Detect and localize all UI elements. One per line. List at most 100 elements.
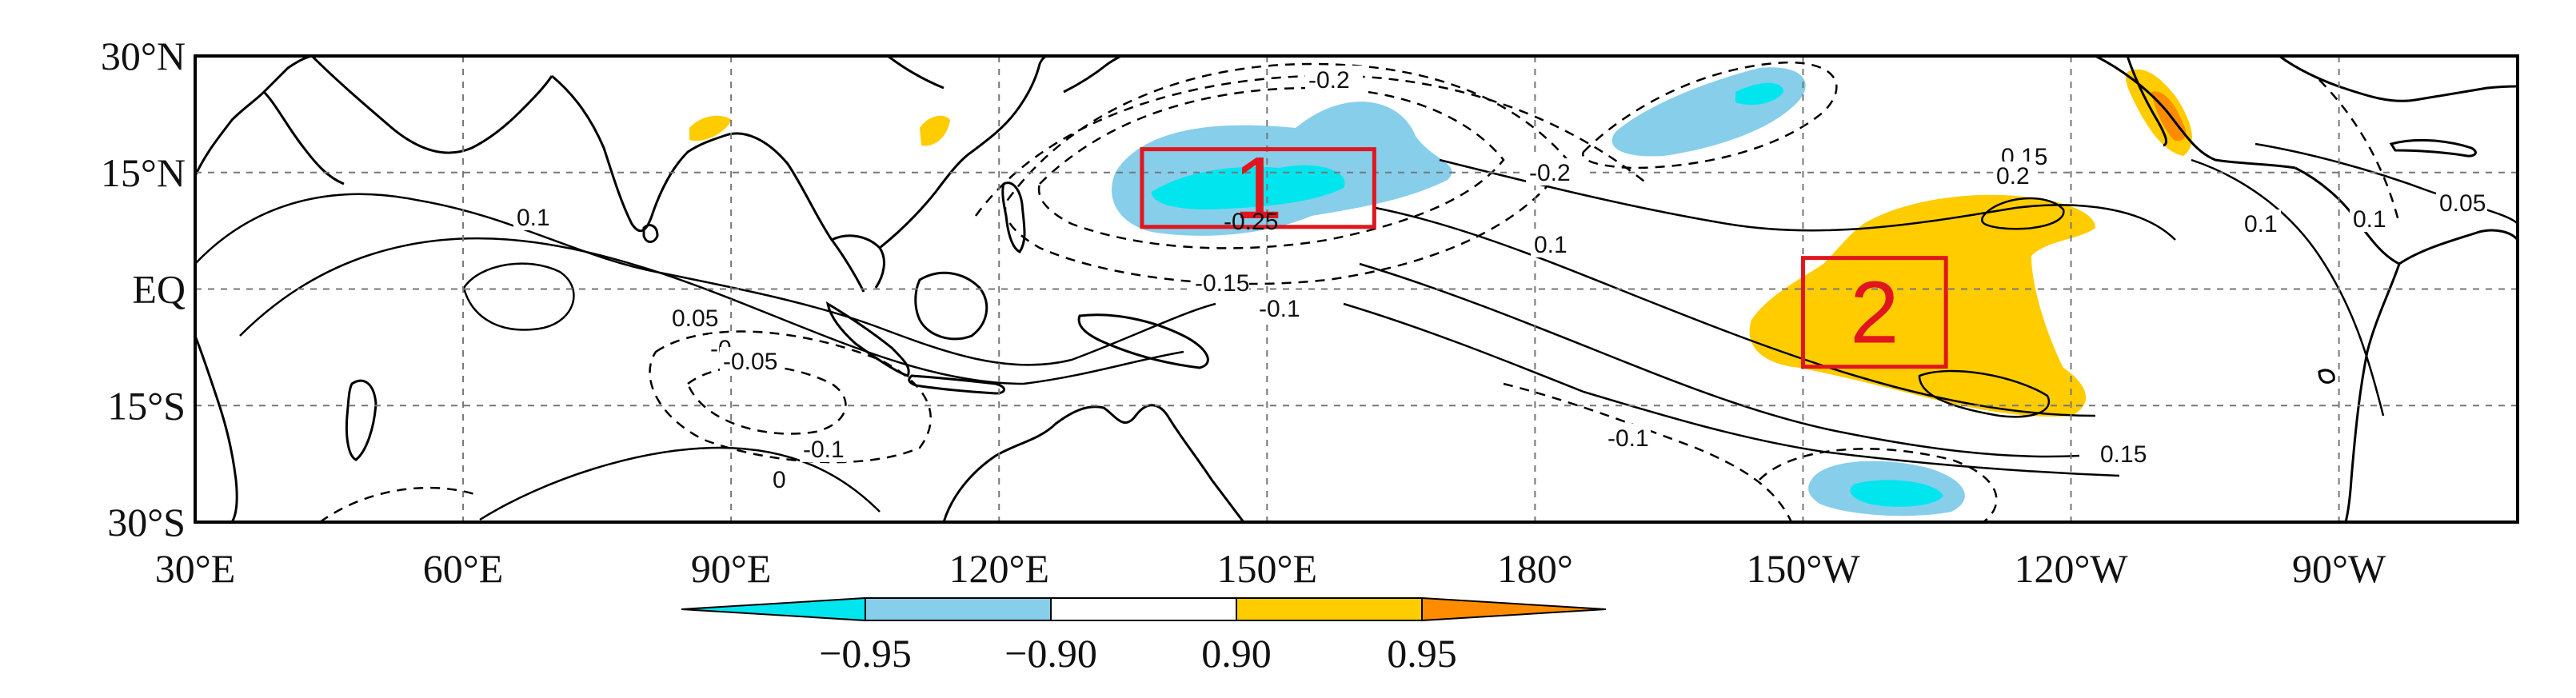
shading-strong-negative-central-north (1735, 82, 1783, 106)
coastline-cuba (2389, 138, 2477, 158)
coastline-srilanka (642, 224, 659, 243)
colorbar-segment (1421, 596, 1607, 622)
contour-solid (1918, 369, 2051, 418)
contour-solid (1359, 262, 2080, 458)
coastline-new-guinea (1077, 313, 1209, 369)
colorbar: −0.95 −0.90 0.90 0.95 (681, 596, 1607, 676)
contour-label: -0.1 (803, 437, 845, 463)
latitude-tick-label: EQ (132, 267, 186, 312)
shading-positive-scs (920, 115, 950, 146)
shading-layer (689, 67, 2192, 517)
coastline-philippines (1001, 181, 1026, 253)
contour-label: -0.25 (1224, 209, 1278, 235)
coastline-india (551, 74, 725, 233)
longitude-tick-label: 30°E (155, 546, 236, 591)
colorbar-label: 0.90 (1201, 631, 1272, 676)
contour-label: -0.15 (1195, 270, 1249, 297)
contour-label: 0.2 (1996, 163, 2030, 189)
contour-dashed (1503, 382, 1793, 522)
contour-solid (2254, 142, 2518, 225)
contour-dashed (1759, 448, 1998, 522)
coastline-galapagos (2318, 369, 2335, 384)
region-label: 1 (1234, 139, 1283, 237)
region-label: 2 (1850, 264, 1899, 362)
contour-solid (1343, 302, 2120, 477)
longitude-tick-label: 90°W (2292, 546, 2386, 591)
contour-label: -0.1 (1259, 296, 1300, 322)
coastline-baja (2126, 56, 2168, 147)
colorbar-segment (1236, 597, 1423, 621)
contour-label: 0.05 (2439, 190, 2486, 217)
contour-labels: -0.2 -0.2 -0.25 0.15 0.2 0.1 0.1 0.1 0.0… (513, 66, 2487, 493)
coastline-south-america (2344, 229, 2518, 522)
colorbar-segment (681, 596, 866, 622)
coastline-java (908, 374, 1005, 395)
colorbar-segment (1050, 597, 1237, 621)
coastline-sumatra (825, 301, 910, 377)
contour-dashed (686, 365, 847, 435)
contour-label: 0.1 (2244, 211, 2278, 237)
latitude-axis: 30°N 15°N EQ 15°S 30°S (101, 34, 186, 544)
coastline-north-america (2095, 56, 2518, 170)
gridlines (195, 56, 2518, 522)
region-box (1800, 256, 1948, 369)
contour-label: -0.05 (723, 349, 777, 375)
contour-label: 0.1 (517, 205, 550, 231)
coastline-china (887, 56, 1047, 154)
coastline-layer (195, 56, 2518, 522)
latitude-tick-label: 30°S (107, 500, 186, 544)
coastline-se-asia (723, 132, 972, 293)
colorbar-label: −0.95 (819, 631, 912, 676)
shading-strong-negative-south (1850, 480, 1943, 507)
contour-solid (479, 446, 881, 521)
longitude-axis: 30°E 60°E 90°E 120°E 150°E 180° 150°W 120°W 90°W (155, 546, 2386, 591)
region-boxes: 12 (1140, 139, 1948, 369)
latitude-tick-label: 30°N (101, 34, 186, 78)
contour-layer (195, 61, 2518, 522)
contour-dashed (1004, 62, 1569, 285)
colorbar-label: −0.90 (1004, 631, 1097, 676)
contour-solid (239, 237, 1184, 385)
contour-dashed (2318, 79, 2401, 225)
shading-positive-india (689, 115, 732, 142)
map-frame (194, 54, 2519, 524)
longitude-tick-label: 180° (1497, 546, 1573, 591)
contour-label: 0 (773, 467, 786, 493)
contour-solid (195, 193, 1216, 366)
contour-label: -0.2 (1308, 67, 1350, 94)
coastline-madagascar (345, 379, 377, 461)
contour-label: 0.15 (2100, 441, 2147, 468)
shading-positive-ep (1749, 194, 2095, 417)
coastline-borneo (914, 271, 988, 341)
longitude-tick-label: 90°E (691, 546, 772, 591)
contour-solid (462, 262, 575, 331)
longitude-tick-label: 120°W (2014, 546, 2128, 591)
contour-dashed (1582, 61, 1838, 170)
contour-dashed (319, 486, 481, 522)
contour-solid (2191, 158, 2385, 417)
longitude-tick-label: 120°E (949, 546, 1049, 591)
latitude-tick-label: 15°N (101, 150, 186, 195)
latitude-tick-label: 15°S (107, 383, 186, 428)
colorbar-segment (865, 597, 1052, 621)
coastline-japan (1063, 56, 1122, 94)
coastline-africa (195, 56, 345, 522)
region-box (1140, 147, 1376, 229)
contour-solid (1439, 158, 2176, 241)
contour-label: 0.1 (1534, 232, 1568, 258)
coastline-arabia (310, 56, 553, 154)
longitude-tick-label: 60°E (423, 546, 504, 591)
contour-label: 0.1 (2353, 206, 2386, 233)
contour-solid (1980, 197, 2065, 230)
longitude-tick-label: 150°E (1217, 546, 1318, 591)
contour-label: -0.2 (1529, 160, 1571, 186)
contour-dashed (649, 330, 933, 464)
contour-label: -0.1 (1608, 425, 1649, 452)
contour-dashed (1037, 86, 1505, 249)
shading-strong-negative-wnp (1152, 165, 1345, 209)
colorbar-label: 0.95 (1387, 631, 1457, 676)
longitude-tick-label: 150°W (1746, 546, 1860, 591)
coastline-australia (942, 404, 1245, 522)
contour-label: 0.05 (672, 305, 718, 332)
